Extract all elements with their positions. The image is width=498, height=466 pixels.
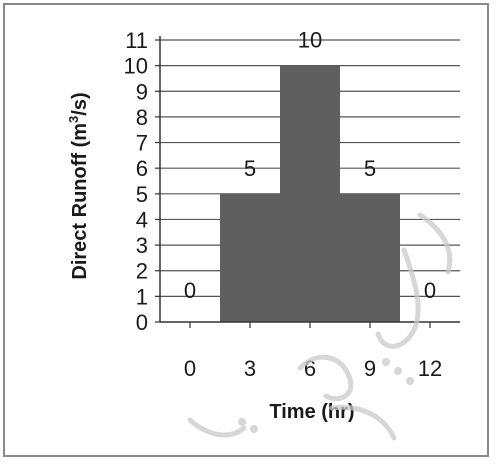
y-axis-title: Direct Runoff (m3/s) [66, 92, 91, 279]
data-labels: 0 5 10 5 0 [184, 28, 436, 303]
y-tick-label: 10 [124, 54, 148, 79]
data-label: 0 [424, 278, 436, 303]
y-tick-label: 4 [136, 207, 148, 232]
axes [155, 36, 460, 328]
y-tick-label: 2 [136, 259, 148, 284]
x-tick-label: 0 [184, 356, 196, 381]
y-tick-label: 6 [136, 156, 148, 181]
runoff-bar [340, 193, 400, 322]
data-label: 5 [364, 156, 376, 181]
x-tick-label: 9 [364, 356, 376, 381]
y-tick-label: 1 [136, 284, 148, 309]
y-tick-label: 9 [136, 79, 148, 104]
y-axis-title-main: Direct Runoff (m [69, 123, 91, 280]
watermark [187, 212, 453, 441]
data-label: 10 [298, 28, 322, 53]
y-tick-label: 0 [136, 310, 148, 335]
runoff-bar [220, 193, 280, 322]
x-axis-title: Time (hr) [269, 401, 354, 423]
x-tick-label: 12 [418, 356, 442, 381]
x-tick-label: 3 [244, 356, 256, 381]
y-axis-title-sup: 3 [66, 116, 81, 123]
data-label: 5 [244, 156, 256, 181]
y-tick-label: 5 [136, 182, 148, 207]
bars [220, 65, 400, 323]
y-tick-label: 3 [136, 233, 148, 258]
y-tick-label: 8 [136, 105, 148, 130]
y-tick-label: 7 [136, 131, 148, 156]
x-tick-labels: 0 3 6 9 12 [184, 356, 442, 381]
runoff-bar [280, 65, 340, 323]
y-tick-label: 11 [125, 28, 148, 53]
data-label: 0 [184, 278, 196, 303]
y-axis-title-tail: /s) [69, 92, 91, 115]
